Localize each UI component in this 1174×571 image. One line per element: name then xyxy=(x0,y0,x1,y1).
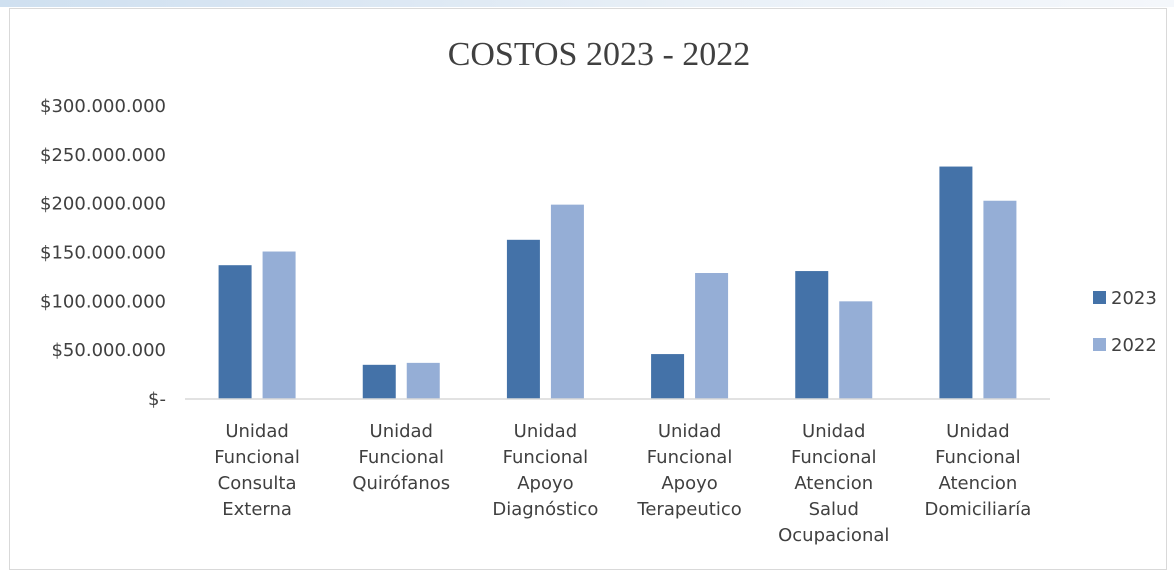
y-tick-label: $100.000.000 xyxy=(40,291,166,312)
x-category-line: Diagnóstico xyxy=(492,499,598,520)
y-tick-label: $200.000.000 xyxy=(40,194,166,215)
x-category-line: Terapeutico xyxy=(636,499,741,520)
legend-label-2022[interactable]: 2022 xyxy=(1111,335,1157,356)
y-tick-label: $- xyxy=(148,389,166,410)
x-category-line: Unidad xyxy=(946,421,1009,442)
bar-2022-2[interactable] xyxy=(550,204,584,399)
x-category-line: Apoyo xyxy=(661,473,717,494)
bars xyxy=(218,166,1017,399)
y-tick-label: $250.000.000 xyxy=(40,145,166,166)
y-axis: $- $50.000.000 $100.000.000 $150.000.000 $20… xyxy=(40,96,166,410)
x-category-label: Unidad Funcional Apoyo Terapeutico xyxy=(636,421,741,520)
bar-2023-2[interactable] xyxy=(506,239,540,399)
x-category-line: Ocupacional xyxy=(778,525,889,546)
x-category-label: Unidad Funcional Quirófanos xyxy=(352,421,450,494)
x-category-line: Funcional xyxy=(214,447,300,468)
x-category-label: Unidad Funcional Apoyo Diagnóstico xyxy=(492,421,598,520)
x-category-line: Quirófanos xyxy=(352,473,450,494)
bar-2023-4[interactable] xyxy=(795,271,829,399)
x-category-line: Consulta xyxy=(218,473,297,494)
bar-2023-1[interactable] xyxy=(362,364,396,399)
chart-area xyxy=(9,8,1167,570)
y-tick-label: $300.000.000 xyxy=(40,96,166,117)
bar-2022-0[interactable] xyxy=(262,251,296,399)
bar-2022-1[interactable] xyxy=(406,362,440,399)
x-category-line: Externa xyxy=(222,499,292,520)
x-category-line: Unidad xyxy=(658,421,721,442)
x-category-line: Unidad xyxy=(370,421,433,442)
chart-title: COSTOS 2023 - 2022 xyxy=(448,36,751,73)
x-category-line: Funcional xyxy=(503,447,589,468)
x-category-line: Salud xyxy=(809,499,859,520)
x-category-label: Unidad Funcional Atencion Domiciliaría xyxy=(925,421,1032,520)
x-category-line: Funcional xyxy=(935,447,1021,468)
bar-2023-0[interactable] xyxy=(218,265,252,399)
bar-2022-5[interactable] xyxy=(983,200,1017,399)
legend[interactable]: 2023 2022 xyxy=(1093,288,1157,356)
bar-2022-4[interactable] xyxy=(839,301,873,399)
y-tick-label: $150.000.000 xyxy=(40,243,166,264)
x-category-line: Unidad xyxy=(802,421,865,442)
bar-2023-3[interactable] xyxy=(651,354,685,399)
legend-label-2023[interactable]: 2023 xyxy=(1111,288,1157,309)
x-category-line: Funcional xyxy=(647,447,733,468)
x-category-line: Apoyo xyxy=(517,473,573,494)
legend-swatch-2022[interactable] xyxy=(1093,338,1106,351)
x-category-label: Unidad Funcional Atencion Salud Ocupacional xyxy=(778,421,889,546)
x-category-line: Unidad xyxy=(225,421,288,442)
x-category-label: Unidad Funcional Consulta Externa xyxy=(214,421,300,520)
x-category-line: Atencion xyxy=(794,473,873,494)
top-decorative-strip xyxy=(0,0,1174,7)
y-tick-label: $50.000.000 xyxy=(51,340,166,361)
x-category-line: Domiciliaría xyxy=(925,499,1032,520)
x-category-line: Funcional xyxy=(358,447,444,468)
x-axis-labels: Unidad Funcional Consulta Externa Unidad Func… xyxy=(214,421,1031,546)
bar-2022-3[interactable] xyxy=(695,273,729,399)
x-category-line: Funcional xyxy=(791,447,877,468)
bar-2023-5[interactable] xyxy=(939,166,973,399)
x-category-line: Atencion xyxy=(938,473,1017,494)
x-category-line: Unidad xyxy=(514,421,577,442)
legend-swatch-2023[interactable] xyxy=(1093,291,1106,304)
